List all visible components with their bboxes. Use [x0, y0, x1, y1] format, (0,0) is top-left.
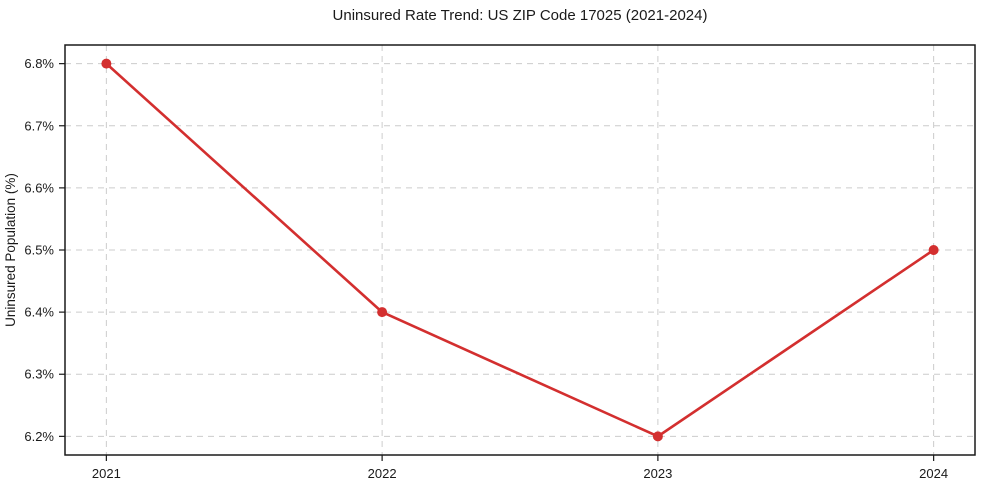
- trend-line: [105, 62, 935, 438]
- y-tick-labels-group: 6.2% 6.3% 6.4% 6.5% 6.6% 6.7% 6.8%: [24, 56, 54, 444]
- data-point-marker: [652, 431, 663, 442]
- y-tick-label: 6.8%: [24, 56, 54, 71]
- y-tick-label: 6.6%: [24, 180, 54, 195]
- y-axis-label: Uninsured Population (%): [3, 173, 18, 327]
- y-tick-label: 6.2%: [24, 429, 54, 444]
- y-tick-label: 6.7%: [24, 118, 54, 133]
- data-point-marker: [377, 307, 388, 318]
- x-tick-label: 2024: [919, 466, 948, 481]
- x-tick-label: 2022: [368, 466, 397, 481]
- line-series-group: [101, 58, 939, 442]
- x-tick-label: 2023: [643, 466, 672, 481]
- data-point-marker: [928, 245, 939, 255]
- chart-title: Uninsured Rate Trend: US ZIP Code 17025 …: [333, 7, 708, 24]
- x-tick-label: 2021: [92, 466, 121, 481]
- y-tick-label: 6.3%: [24, 367, 54, 382]
- y-tick-label: 6.5%: [24, 243, 54, 258]
- y-tick-label: 6.4%: [24, 305, 54, 320]
- axis-ticks-group: [59, 63, 935, 461]
- data-point-marker: [101, 58, 112, 69]
- x-tick-labels-group: 2021 2022 2023 2024: [92, 466, 948, 481]
